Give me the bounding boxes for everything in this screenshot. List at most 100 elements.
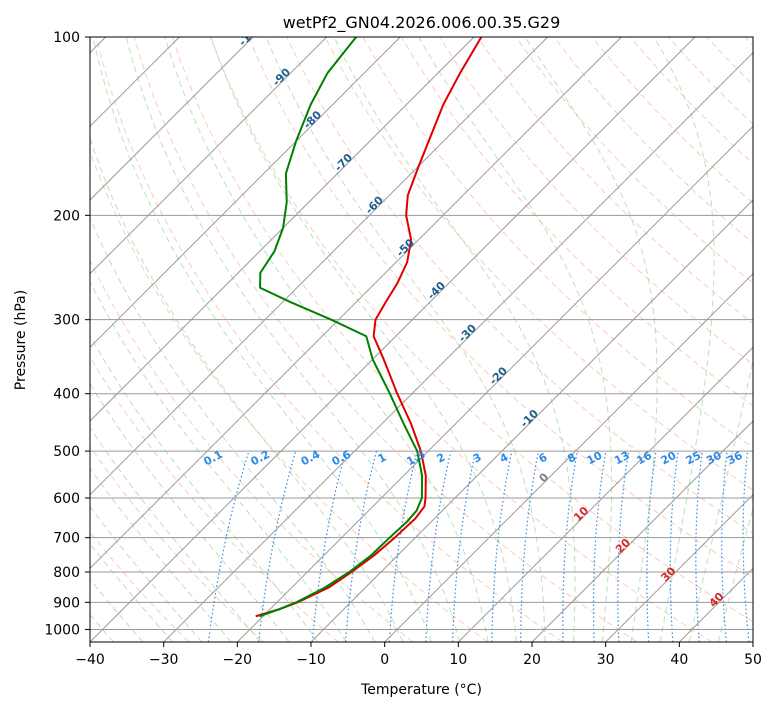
dry-adiabat-line [515, 37, 753, 284]
background-lines [90, 37, 772, 642]
mixing-ratio-line [562, 450, 578, 642]
moist-adiabat-line [688, 358, 753, 642]
plot-frame [89, 36, 754, 643]
mixing-ratio-label: 4 [498, 450, 511, 465]
isotherm-label: -100 [236, 20, 265, 49]
isotherm-label: -80 [301, 108, 324, 131]
x-tick-label: 10 [449, 652, 467, 668]
mixing-ratio-label: 30 [704, 449, 724, 468]
y-tick-label: 1000 [44, 622, 80, 638]
isotherm-line [90, 37, 254, 201]
isotherm-line [90, 37, 549, 496]
dry-adiabat-line [248, 37, 753, 578]
y-tick-label: 200 [53, 208, 80, 224]
moist-adiabat-line [90, 216, 376, 642]
moist-adiabat-line [90, 334, 319, 642]
y-tick-label: 600 [53, 491, 80, 507]
isotherm-line [90, 37, 696, 642]
isotherm-line [90, 37, 401, 349]
moist-adiabat-line [333, 37, 576, 642]
dry-adiabat-line [90, 259, 414, 642]
moist-adiabat-line [418, 37, 613, 642]
warm-isotherm-label: 30 [658, 564, 678, 584]
dry-adiabat-line [668, 37, 753, 125]
isotherm-label: -50 [394, 236, 417, 259]
mixing-ratio-line [520, 450, 540, 642]
chart-title: wetPf2_GN04.2026.006.00.35.G29 [283, 13, 561, 33]
mixing-ratio-label: 13 [612, 449, 632, 468]
isotherm-label: -60 [363, 193, 386, 216]
isotherm-line [163, 51, 753, 642]
warm-isotherm-label: 40 [707, 590, 727, 610]
x-tick-label: 50 [744, 652, 762, 668]
dry-adiabat-line [324, 37, 753, 491]
dry-adiabat-line [90, 150, 488, 642]
isotherm-line [90, 37, 475, 422]
isotherm-line [605, 493, 753, 642]
moist-adiabat-line [90, 542, 173, 642]
mixing-ratio-label: 6 [537, 450, 550, 465]
moist-adiabat-line [92, 37, 432, 642]
axes: −40 −30 −20 −10 0 10 20 30 40 50 100 200 300 400 500 60… [44, 30, 762, 668]
isotherm-line [752, 641, 753, 642]
moist-adiabat-line [90, 382, 290, 642]
mixing-ratio-line [765, 451, 772, 642]
mixing-ratio-label: 36 [725, 449, 745, 468]
moist-adiabat-line [90, 280, 347, 642]
moist-adiabat-line [90, 467, 232, 642]
mixing-ratio-line [311, 450, 347, 642]
dry-adiabat-line [439, 37, 753, 366]
isotherm-label: -70 [332, 151, 355, 174]
isotherm-line [90, 37, 622, 570]
isotherm-label: -30 [456, 321, 479, 344]
isotherm-line [90, 37, 328, 275]
mixing-ratio-label: 2 [435, 451, 448, 466]
mixing-ratio-line [344, 450, 378, 642]
mixing-ratio-label: 1 [376, 451, 389, 466]
x-tick-label: 30 [597, 652, 615, 668]
mixing-ratio-line [742, 451, 750, 642]
dry-adiabat-line [210, 37, 753, 623]
x-tick-label: −20 [223, 652, 253, 668]
temperature-line [255, 37, 483, 618]
moist-adiabat-line [90, 426, 261, 642]
mixing-ratio-line [669, 451, 679, 642]
isotherm-line [531, 420, 753, 642]
isotherm-line [236, 125, 753, 642]
dry-adiabat-line [286, 37, 753, 534]
dry-adiabat-line [706, 37, 753, 86]
x-tick-label: −30 [149, 652, 179, 668]
isotherm-line [678, 567, 753, 642]
x-tick-label: 20 [523, 652, 541, 668]
mixing-ratio-line [388, 450, 418, 642]
dry-adiabat-line [744, 37, 753, 47]
moist-adiabat-line [125, 37, 461, 642]
isotherm-label: -20 [487, 364, 510, 387]
mixing-ratio-label: 20 [659, 449, 679, 468]
moist-adiabat-line [90, 505, 203, 642]
dry-adiabat-line [95, 37, 563, 642]
isotherm-line [384, 272, 753, 642]
moist-adiabat-line [90, 136, 404, 642]
isotherm-label: -10 [518, 407, 541, 430]
isotherm-line [457, 346, 753, 642]
dewpoint-line [259, 37, 424, 618]
y-axis-label: Pressure (hPa) [13, 290, 29, 390]
dry-adiabat-line [171, 37, 712, 642]
warm-isotherm-label: 10 [571, 504, 591, 524]
series-layer [255, 37, 483, 618]
x-tick-label: −40 [75, 652, 105, 668]
y-tick-label: 100 [53, 30, 80, 46]
mixing-ratio-line [425, 450, 452, 642]
y-tick-label: 900 [53, 595, 80, 611]
warm-isotherm-label: 20 [613, 536, 633, 556]
y-tick-label: 500 [53, 444, 80, 460]
isotherm-label: -90 [270, 65, 293, 88]
moist-adiabat-line [164, 37, 489, 642]
x-tick-label: −10 [296, 652, 326, 668]
x-tick-label: 40 [670, 652, 688, 668]
dry-adiabat-line [90, 445, 264, 642]
moist-adiabat-line [653, 37, 715, 642]
mixing-ratio-line [721, 451, 728, 642]
